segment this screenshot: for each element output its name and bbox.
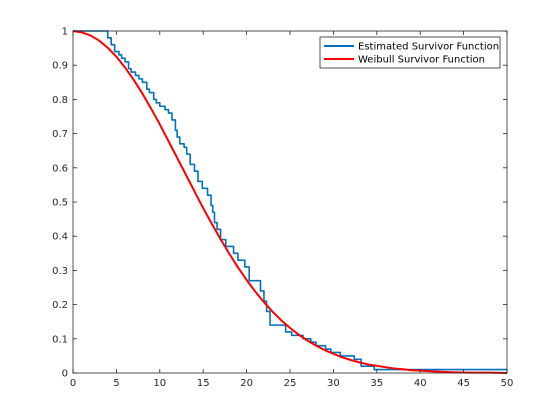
x-tick-label: 50 [501,378,514,389]
y-tick-label: 0.8 [52,95,68,106]
y-tick-label: 0 [62,369,68,380]
x-tick-label: 10 [153,378,166,389]
legend-box [319,36,501,69]
plot-area [73,31,507,373]
x-tick-label: 45 [457,378,470,389]
x-tick-label: 5 [113,378,119,389]
y-tick-label: 0.4 [52,232,68,243]
x-tick-label: 20 [240,378,253,389]
y-tick-label: 0.7 [52,129,68,140]
y-tick-label: 0.2 [52,300,68,311]
plot-frame [72,30,508,374]
x-tick-label: 25 [284,378,297,389]
y-tick-label: 0.9 [52,61,68,72]
y-tick-label: 0.1 [52,334,68,345]
legend-label-weibull: Weibull Survivor Function [358,55,485,66]
y-tick-label: 0.6 [52,163,68,174]
y-tick-label: 1 [62,27,68,38]
legend: Estimated Survivor Function Weibull Surv… [319,36,501,69]
y-tick-label: 0.3 [52,266,68,277]
series-line-1 [72,30,508,374]
ticks-layer: 0 5 10 15 20 25 30 35 40 45 50 0 0.1 0.2 0.3 0.4 0.5 0.6 0… [52,27,513,390]
legend-label-estimated: Estimated Survivor Function [358,42,499,53]
x-tick-label: 0 [70,378,76,389]
x-tick-label: 35 [370,378,383,389]
x-tick-label: 40 [414,378,427,389]
x-tick-label: 15 [197,378,210,389]
series-layer [72,30,508,374]
y-tick-label: 0.5 [52,198,68,209]
x-tick-label: 30 [327,378,340,389]
